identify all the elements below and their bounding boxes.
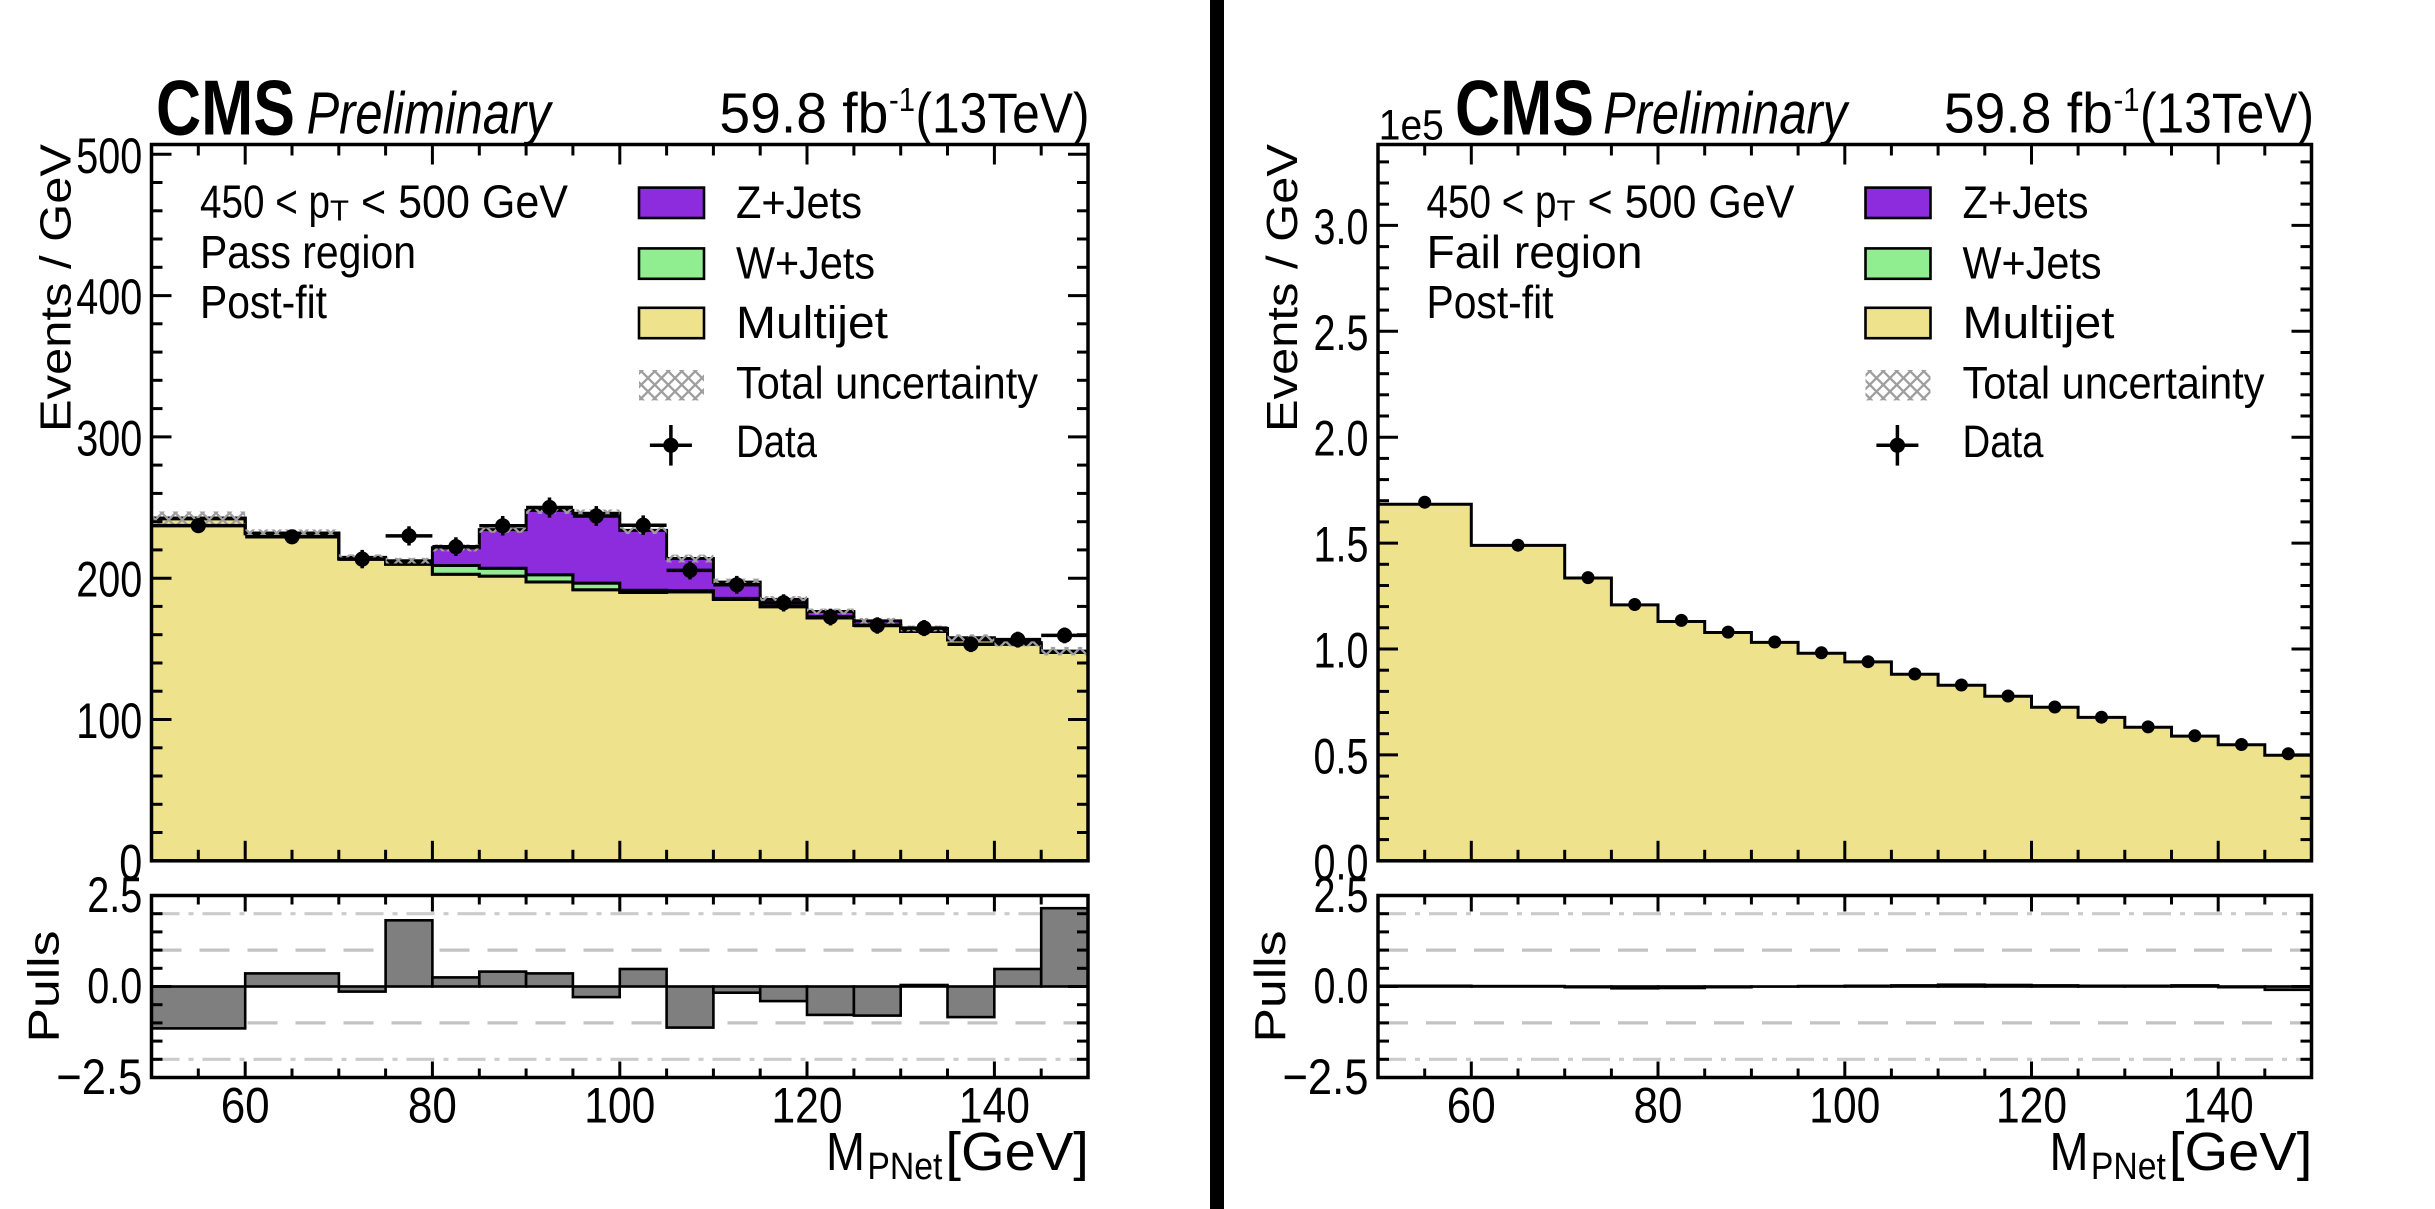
svg-text:Total uncertainty: Total uncertainty: [1963, 357, 2265, 408]
svg-text:2.5: 2.5: [87, 867, 142, 923]
svg-text:W+Jets: W+Jets: [736, 237, 875, 288]
svg-text:Post-fit: Post-fit: [200, 276, 327, 328]
svg-text:Fail region: Fail region: [1427, 226, 1643, 278]
svg-text:2.5: 2.5: [1314, 867, 1369, 923]
svg-text:100: 100: [584, 1078, 655, 1134]
svg-text:0.0: 0.0: [1314, 834, 1369, 890]
svg-text:Events / GeV: Events / GeV: [1259, 144, 1307, 432]
svg-text:2.0: 2.0: [1314, 411, 1369, 467]
svg-text:2.5: 2.5: [1314, 305, 1369, 361]
svg-text:1.0: 1.0: [1314, 623, 1369, 679]
svg-text:Total uncertainty: Total uncertainty: [736, 357, 1038, 408]
svg-text:-1: -1: [889, 81, 915, 118]
svg-text:200: 200: [76, 552, 142, 608]
svg-text:PNet: PNet: [2091, 1146, 2166, 1188]
svg-text:Pulls: Pulls: [1247, 931, 1295, 1043]
svg-text:400: 400: [76, 269, 142, 325]
svg-text:[GeV]: [GeV]: [2169, 1122, 2313, 1182]
svg-text:Post-fit: Post-fit: [1427, 276, 1554, 328]
svg-text:60: 60: [1447, 1078, 1496, 1134]
svg-text:Preliminary: Preliminary: [1603, 81, 1850, 147]
svg-text:3.0: 3.0: [1314, 199, 1369, 255]
svg-text:140: 140: [959, 1078, 1030, 1134]
svg-text:0.0: 0.0: [87, 958, 142, 1014]
svg-text:−2.5: −2.5: [1283, 1049, 1369, 1105]
svg-text:Multijet: Multijet: [736, 297, 889, 348]
svg-text:1.5: 1.5: [1314, 517, 1369, 573]
svg-text:CMS: CMS: [156, 64, 295, 152]
svg-text:140: 140: [2183, 1078, 2254, 1134]
svg-text:59.8 fb: 59.8 fb: [719, 81, 888, 145]
svg-text:Multijet: Multijet: [1963, 297, 2116, 348]
svg-text:Pulls: Pulls: [21, 931, 69, 1043]
svg-text:100: 100: [76, 693, 142, 749]
svg-text:−2.5: −2.5: [56, 1049, 142, 1105]
svg-text:W+Jets: W+Jets: [1963, 237, 2102, 288]
svg-text:PNet: PNet: [867, 1146, 942, 1188]
svg-text:1e5: 1e5: [1379, 102, 1444, 150]
svg-text:0: 0: [119, 834, 142, 890]
svg-text:(13TeV): (13TeV): [916, 81, 1090, 145]
svg-text:Z+Jets: Z+Jets: [736, 177, 862, 228]
svg-text:300: 300: [76, 410, 142, 466]
svg-text:60: 60: [221, 1078, 270, 1134]
svg-text:450 < pT < 500 GeV: 450 < pT < 500 GeV: [1427, 176, 1795, 228]
svg-text:500: 500: [76, 128, 142, 184]
svg-text:Pass region: Pass region: [200, 226, 416, 278]
svg-text:CMS: CMS: [1455, 64, 1594, 152]
svg-text:M: M: [2050, 1122, 2089, 1182]
svg-text:120: 120: [772, 1078, 843, 1134]
svg-text:100: 100: [1809, 1078, 1880, 1134]
svg-text:(13TeV): (13TeV): [2140, 81, 2314, 145]
svg-text:0.0: 0.0: [1314, 958, 1369, 1014]
svg-text:Z+Jets: Z+Jets: [1963, 177, 2089, 228]
svg-text:[GeV]: [GeV]: [945, 1122, 1089, 1182]
svg-text:Data: Data: [1963, 416, 2045, 467]
svg-text:59.8 fb: 59.8 fb: [1944, 81, 2113, 145]
svg-text:-1: -1: [2114, 81, 2140, 118]
svg-text:M: M: [826, 1122, 865, 1182]
svg-text:450 < pT < 500 GeV: 450 < pT < 500 GeV: [200, 176, 568, 228]
svg-text:120: 120: [1996, 1078, 2067, 1134]
svg-text:0.5: 0.5: [1314, 728, 1369, 784]
svg-text:Preliminary: Preliminary: [307, 81, 554, 147]
svg-text:Data: Data: [736, 416, 818, 467]
svg-text:Events / GeV: Events / GeV: [32, 144, 80, 432]
svg-text:80: 80: [1634, 1078, 1683, 1134]
svg-text:80: 80: [408, 1078, 457, 1134]
